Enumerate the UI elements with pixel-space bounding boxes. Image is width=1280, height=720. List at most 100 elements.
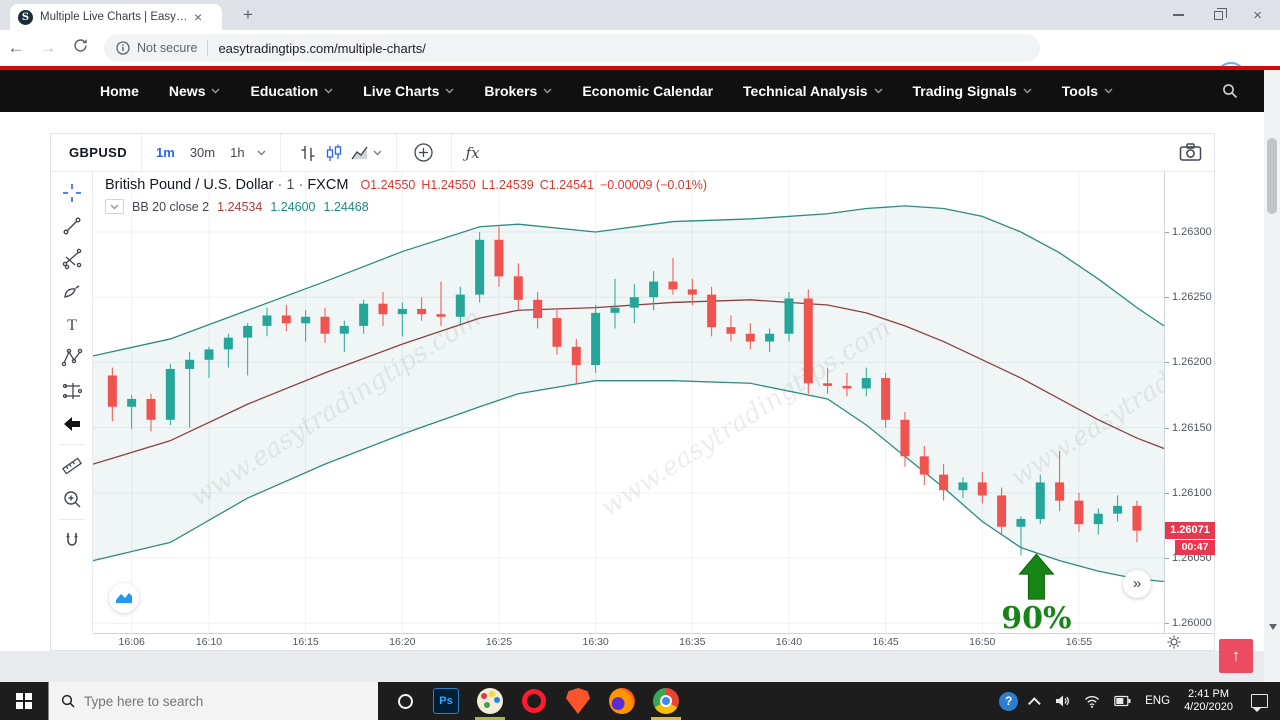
chart-settings-gear-icon[interactable] — [1167, 635, 1181, 654]
brush-tool-icon[interactable] — [55, 275, 89, 308]
interval-30m[interactable]: 30m — [189, 145, 216, 160]
candle-body — [900, 419, 910, 457]
taskbar-app-chrome[interactable] — [644, 682, 688, 720]
drawing-tools-sidebar: T — [51, 172, 93, 633]
measure-ruler-tool-icon[interactable] — [55, 449, 89, 482]
brave-icon — [566, 688, 590, 714]
info-icon[interactable] — [116, 41, 130, 55]
zoom-in-tool-icon[interactable] — [55, 482, 89, 515]
scrollbar-down-arrow-icon[interactable] — [1269, 624, 1277, 630]
opera-icon — [522, 689, 546, 713]
taskbar-clock[interactable]: 2:41 PM 4/20/2020 — [1184, 688, 1233, 714]
magnet-tool-icon[interactable] — [55, 524, 89, 557]
nav-item-economic-calendar[interactable]: Economic Calendar — [582, 83, 714, 99]
compare-icon[interactable] — [411, 142, 437, 163]
candlestick-chart[interactable]: www.easytradingtips.comwww.easytradingti… — [93, 172, 1164, 635]
taskbar-app-opera[interactable] — [512, 682, 556, 720]
interval-dropdown-icon[interactable] — [257, 150, 266, 156]
help-tray-icon[interactable]: ? — [999, 691, 1019, 711]
xabcd-pattern-tool-icon[interactable] — [55, 341, 89, 374]
chrome-icon — [653, 688, 679, 714]
scrollbar-thumb[interactable] — [1267, 138, 1277, 214]
price-tick: 1.26300 — [1165, 226, 1216, 238]
taskbar-search-input[interactable] — [84, 693, 334, 709]
go-to-realtime-button[interactable]: » — [1123, 570, 1151, 598]
nav-search-icon[interactable] — [1222, 83, 1238, 104]
interval-1h[interactable]: 1h — [230, 145, 245, 160]
action-center-icon[interactable] — [1251, 694, 1268, 712]
show-hidden-icons-icon[interactable] — [1028, 696, 1041, 710]
nav-item-trading-signals[interactable]: Trading Signals — [898, 70, 1047, 112]
indicators-fx-button[interactable]: ƒx — [465, 143, 480, 162]
new-tab-button[interactable]: + — [243, 5, 253, 24]
taskbar-app-brave[interactable] — [556, 682, 600, 720]
window-restore-icon[interactable] — [1214, 7, 1228, 20]
candle-body — [552, 318, 562, 347]
area-chart-type-icon[interactable] — [347, 143, 373, 163]
scroll-to-top-button[interactable]: ↑ — [1219, 639, 1253, 673]
candle-body — [803, 298, 813, 384]
url-bar[interactable]: Not secure easytradingtips.com/multiple-… — [104, 34, 1040, 62]
legend-symbol-title[interactable]: British Pound / U.S. Dollar — [105, 177, 274, 193]
tab-close-icon[interactable]: × — [194, 9, 203, 25]
nav-item-tools[interactable]: Tools — [1047, 70, 1128, 112]
taskbar-app-paint[interactable] — [468, 682, 512, 720]
arrow-marker-tool-icon[interactable] — [55, 407, 89, 440]
taskbar-search[interactable] — [48, 682, 378, 720]
system-tray: ? ENG 2:41 PM 4/20/2020 — [999, 688, 1280, 714]
taskbar-app-firefox[interactable] — [600, 682, 644, 720]
page-scrollbar[interactable] — [1264, 70, 1280, 682]
candle-body — [475, 239, 485, 295]
nav-item-technical-analysis[interactable]: Technical Analysis — [728, 70, 898, 112]
candle-body — [629, 297, 639, 308]
time-tick: 16:55 — [1065, 636, 1093, 648]
indicator-name[interactable]: BB 20 close 2 — [132, 199, 210, 214]
chart-widget: GBPUSD 1m 30m 1h ƒx — [50, 133, 1215, 651]
windows-logo-icon — [16, 693, 32, 709]
chart-type-dropdown-icon[interactable] — [373, 150, 382, 156]
candle-body — [281, 315, 291, 324]
symbol-button[interactable]: GBPUSD — [69, 145, 128, 160]
battery-icon[interactable] — [1114, 695, 1131, 707]
search-icon — [61, 694, 75, 708]
taskbar-app-photoshop[interactable]: Ps — [424, 682, 468, 720]
time-axis[interactable]: 16:06 16:10 16:15 16:20 16:25 16:30 16:35 16:40… — [93, 633, 1214, 650]
browser-back-icon[interactable]: ← — [7, 38, 25, 57]
price-axis[interactable]: 1.26071 00:47 1.26000 1.26050 1.26100 1.261… — [1164, 172, 1216, 635]
snapshot-camera-icon[interactable] — [1179, 142, 1202, 168]
cortana-icon[interactable] — [386, 682, 424, 720]
tradingview-logo[interactable] — [109, 583, 139, 613]
candle-body — [417, 308, 427, 315]
nav-item-brokers[interactable]: Brokers — [469, 70, 567, 112]
browser-tab[interactable]: S Multiple Live Charts | Easy Tradin × — [10, 4, 222, 30]
language-indicator[interactable]: ENG — [1145, 695, 1171, 707]
browser-reload-icon[interactable] — [64, 38, 96, 58]
interval-1m[interactable]: 1m — [156, 145, 175, 160]
start-button[interactable] — [0, 682, 48, 720]
window-close-icon[interactable]: × — [1253, 6, 1262, 24]
chevron-down-icon — [324, 88, 333, 94]
chevron-down-icon — [874, 88, 883, 94]
nav-item-education[interactable]: Education — [235, 70, 348, 112]
text-tool-icon[interactable]: T — [55, 308, 89, 341]
wifi-icon[interactable] — [1084, 695, 1100, 708]
volume-icon[interactable] — [1055, 694, 1070, 708]
indicator-value-basis: 1.24534 — [217, 199, 263, 214]
bar-chart-type-icon[interactable] — [295, 143, 321, 163]
nav-item-home[interactable]: Home — [100, 83, 139, 99]
pitchfork-tool-icon[interactable] — [55, 242, 89, 275]
browser-forward-icon[interactable]: → — [39, 38, 57, 57]
candles — [107, 226, 1142, 556]
nav-item-news[interactable]: News — [154, 70, 236, 112]
forecast-tool-icon[interactable] — [55, 374, 89, 407]
trend-line-tool-icon[interactable] — [55, 209, 89, 242]
candles-chart-type-icon[interactable] — [321, 143, 347, 163]
candle-body — [726, 327, 736, 334]
crosshair-tool-icon[interactable] — [55, 176, 89, 209]
nav-item-live-charts[interactable]: Live Charts — [348, 70, 469, 112]
chart-plot-area[interactable]: www.easytradingtips.comwww.easytradingti… — [93, 172, 1164, 635]
window-minimize-icon[interactable] — [1173, 14, 1185, 16]
candle-body — [223, 337, 233, 350]
indicator-toggle-icon[interactable] — [105, 199, 124, 214]
